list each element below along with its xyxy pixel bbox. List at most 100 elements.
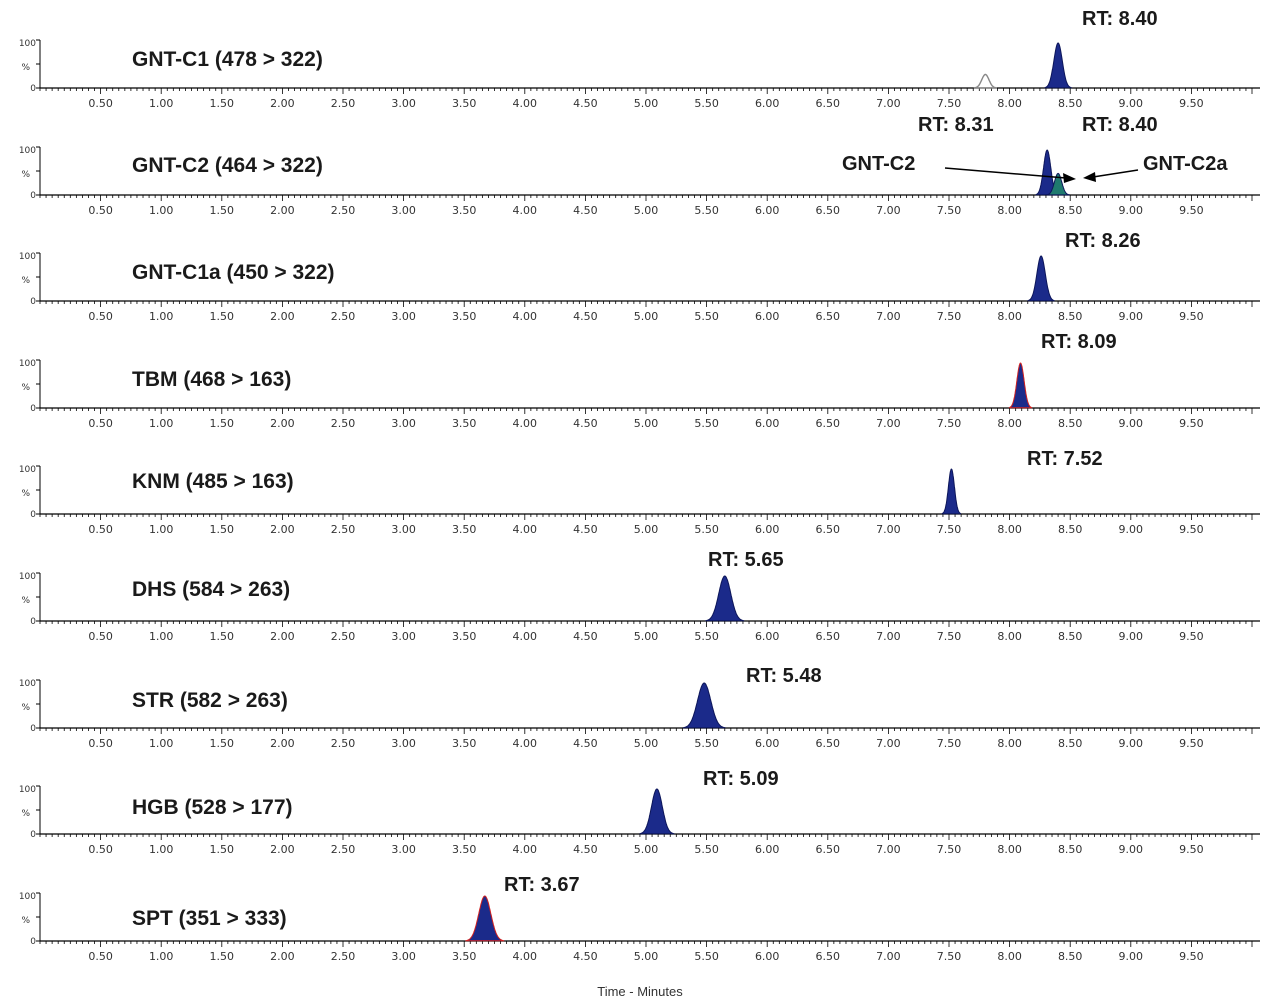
- x-tick-label: 2.00: [270, 417, 295, 430]
- x-tick-label: 8.00: [997, 630, 1022, 643]
- x-tick-label: 2.50: [331, 97, 356, 110]
- chromatogram-panel: 100% 0 0.50 1.00 1.50 2.00 2.50 3.00 3.50 4.00 4.5…: [19, 448, 1260, 536]
- rt-label: RT: 5.65: [708, 549, 784, 571]
- x-tick-label: 4.50: [573, 310, 598, 323]
- x-tick-label: 4.00: [513, 737, 538, 750]
- annotation-arrow: [1092, 169, 1139, 178]
- rt-label: RT: 8.09: [1041, 331, 1117, 353]
- x-tick-label: 1.50: [210, 97, 235, 110]
- y-tick-label: %: [21, 596, 30, 606]
- x-tick-label: 8.00: [997, 204, 1022, 217]
- x-tick-label: 5.50: [694, 737, 719, 750]
- x-tick-label: 8.50: [1058, 950, 1083, 963]
- peak: [465, 895, 505, 942]
- x-tick-label: 6.50: [816, 737, 841, 750]
- x-tick-label: 4.00: [513, 417, 538, 430]
- x-tick-label: 3.50: [452, 630, 477, 643]
- x-tick-label: 0.50: [88, 204, 113, 217]
- x-tick-label: 6.50: [816, 417, 841, 430]
- x-tick-label: 6.50: [816, 204, 841, 217]
- peak: [1008, 362, 1033, 409]
- arrow-head: [1063, 173, 1076, 183]
- x-tick-label: 2.50: [331, 737, 356, 750]
- chromatogram-panel: 100% 0 0.50 1.00 1.50 2.00 2.50 3.00 3.50 4.00 4.5…: [19, 331, 1260, 430]
- x-tick-label: 8.00: [997, 843, 1022, 856]
- y-tick-label: %: [21, 916, 30, 926]
- x-tick-label: 1.00: [149, 843, 174, 856]
- rt-label: RT: 8.40: [1082, 114, 1158, 136]
- x-tick-label: 7.00: [876, 310, 901, 323]
- x-tick-label: 2.00: [270, 737, 295, 750]
- x-tick-label: 4.50: [573, 843, 598, 856]
- x-tick-label: 4.50: [573, 417, 598, 430]
- x-tick-label: 5.50: [694, 950, 719, 963]
- rt-label: RT: 5.09: [703, 768, 779, 790]
- x-tick-label: 4.50: [573, 950, 598, 963]
- x-tick-label: 1.00: [149, 523, 174, 536]
- x-tick-label: 2.00: [270, 523, 295, 536]
- x-tick-label: 0.50: [88, 630, 113, 643]
- x-tick-label: 4.00: [513, 523, 538, 536]
- x-tick-label: 7.00: [876, 950, 901, 963]
- x-tick-label: 1.50: [210, 950, 235, 963]
- x-tick-label: 3.00: [391, 950, 416, 963]
- x-tick-label: 2.50: [331, 417, 356, 430]
- x-tick-label: 8.50: [1058, 523, 1083, 536]
- chromatogram-panel: 100% 0 0.50 1.00 1.50 2.00 2.50 3.00 3.50 4.00 4.5…: [19, 665, 1260, 750]
- x-tick-label: 4.00: [513, 630, 538, 643]
- x-tick-label: 9.00: [1119, 310, 1144, 323]
- rt-label: RT: 7.52: [1027, 448, 1103, 470]
- trace-title: KNM (485 > 163): [132, 470, 294, 493]
- x-tick-label: 3.00: [391, 417, 416, 430]
- y-tick-label: 100: [19, 572, 36, 582]
- x-tick-label: 2.50: [331, 523, 356, 536]
- x-tick-label: 8.00: [997, 310, 1022, 323]
- x-tick-label: 6.50: [816, 630, 841, 643]
- x-tick-label: 9.00: [1119, 97, 1144, 110]
- y-tick-label: 100: [19, 892, 36, 902]
- x-tick-label: 7.00: [876, 97, 901, 110]
- x-tick-label: 1.50: [210, 204, 235, 217]
- x-tick-label: 6.50: [816, 97, 841, 110]
- y-tick-label: 100: [19, 252, 36, 262]
- chromatogram-panel: 100% 0 0.50 1.00 1.50 2.00 2.50 3.00 3.50 4.00 4.5…: [19, 8, 1260, 110]
- x-tick-label: 0.50: [88, 417, 113, 430]
- x-tick-label: 1.50: [210, 737, 235, 750]
- x-tick-label: 2.50: [331, 630, 356, 643]
- y-tick-label: 0: [30, 510, 36, 520]
- x-tick-label: 1.00: [149, 417, 174, 430]
- x-tick-label: 1.50: [210, 310, 235, 323]
- x-tick-label: 2.00: [270, 204, 295, 217]
- x-tick-label: 7.00: [876, 630, 901, 643]
- chromatogram-panel: 100% 0 0.50 1.00 1.50 2.00 2.50 3.00 3.50 4.00 4.5…: [19, 549, 1260, 643]
- x-tick-label: 9.00: [1119, 843, 1144, 856]
- x-tick-label: 5.00: [634, 950, 659, 963]
- x-tick-label: 5.50: [694, 843, 719, 856]
- x-tick-label: 8.50: [1058, 843, 1083, 856]
- x-tick-label: 5.00: [634, 417, 659, 430]
- x-tick-label: 1.50: [210, 523, 235, 536]
- x-tick-label: 9.50: [1179, 630, 1204, 643]
- trace-title: GNT-C1 (478 > 322): [132, 48, 323, 71]
- x-tick-label: 8.00: [997, 523, 1022, 536]
- x-tick-label: 1.00: [149, 310, 174, 323]
- x-tick-label: 5.00: [634, 204, 659, 217]
- x-tick-label: 5.50: [694, 417, 719, 430]
- y-tick-label: 0: [30, 297, 36, 307]
- x-tick-label: 3.00: [391, 630, 416, 643]
- peak: [1046, 172, 1070, 196]
- peak: [941, 468, 962, 515]
- x-tick-label: 5.50: [694, 204, 719, 217]
- x-tick-label: 7.50: [937, 310, 962, 323]
- x-tick-label: 3.00: [391, 843, 416, 856]
- x-tick-label: 4.00: [513, 204, 538, 217]
- x-tick-label: 3.50: [452, 310, 477, 323]
- x-tick-label: 9.00: [1119, 950, 1144, 963]
- peak: [1044, 42, 1072, 89]
- x-tick-label: 6.00: [755, 737, 780, 750]
- x-tick-label: 2.00: [270, 843, 295, 856]
- x-tick-label: 7.00: [876, 204, 901, 217]
- x-tick-label: 4.00: [513, 310, 538, 323]
- x-tick-label: 1.00: [149, 630, 174, 643]
